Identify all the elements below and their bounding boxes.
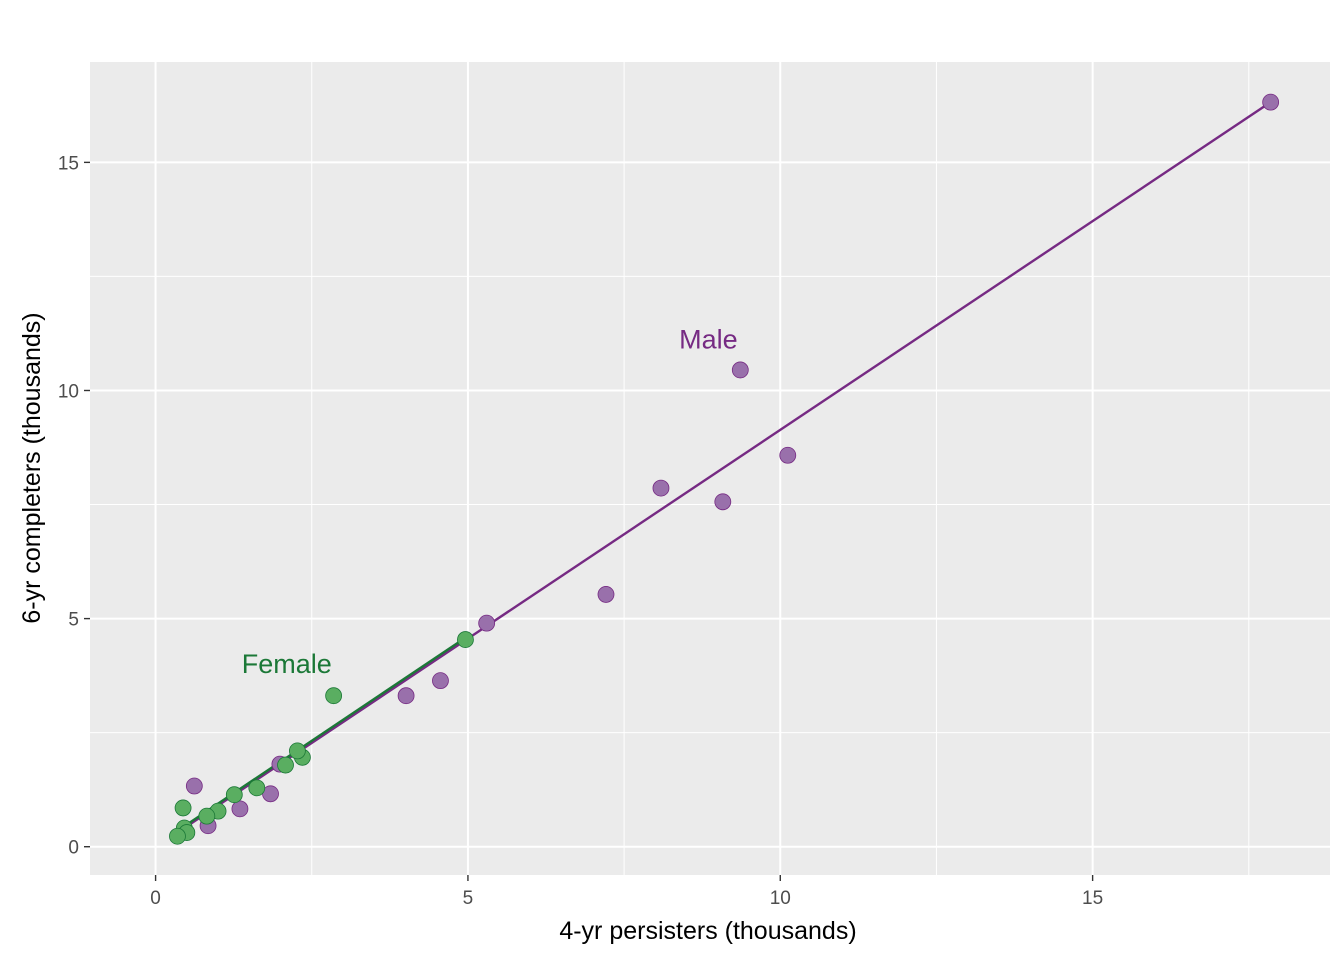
data-point-female	[325, 687, 343, 705]
fit-lines	[174, 101, 1272, 835]
y-tick-label: 5	[68, 610, 79, 631]
x-tick-label: 0	[150, 888, 161, 909]
data-point-male	[478, 614, 496, 632]
x-tick-label: 15	[1082, 888, 1103, 909]
y-axis-title: 6-yr completers (thousands)	[18, 312, 46, 623]
data-point-female	[248, 779, 266, 797]
data-point-male	[714, 493, 732, 511]
y-tick-label: 10	[58, 381, 79, 402]
series-label-male: Male	[679, 324, 738, 354]
data-point-male	[432, 672, 449, 690]
data-point-male	[185, 777, 203, 795]
data-point-male	[1262, 93, 1280, 111]
major-gridlines	[90, 62, 1330, 875]
data-point-male	[779, 446, 797, 464]
data-point-female	[225, 786, 243, 804]
x-tick-label: 10	[770, 888, 791, 909]
data-point-female	[288, 742, 306, 760]
data-point-female	[457, 631, 474, 648]
data-points	[169, 93, 1280, 845]
fit-line-male	[174, 101, 1272, 835]
data-point-male	[731, 361, 749, 379]
data-point-male	[597, 586, 615, 603]
data-point-female	[198, 807, 216, 825]
x-axis: 0 5 10 15	[150, 875, 1103, 909]
minor-gridlines	[90, 62, 1330, 875]
data-point-male	[397, 687, 415, 705]
fit-line-female	[174, 636, 467, 834]
plot-panel	[90, 62, 1330, 875]
data-point-female	[169, 827, 186, 845]
data-point-female	[174, 799, 192, 817]
data-point-male	[231, 800, 249, 818]
x-axis-title: 4-yr persisters (thousands)	[559, 917, 856, 945]
y-tick-label: 15	[58, 153, 79, 174]
x-tick-label: 5	[463, 888, 474, 909]
y-axis: 0 5 10 15	[58, 153, 90, 859]
y-tick-label: 0	[68, 838, 79, 859]
series-annotations: Male Female	[242, 324, 738, 679]
data-point-male	[652, 479, 670, 497]
series-label-female: Female	[242, 649, 332, 679]
data-point-female	[277, 756, 294, 774]
